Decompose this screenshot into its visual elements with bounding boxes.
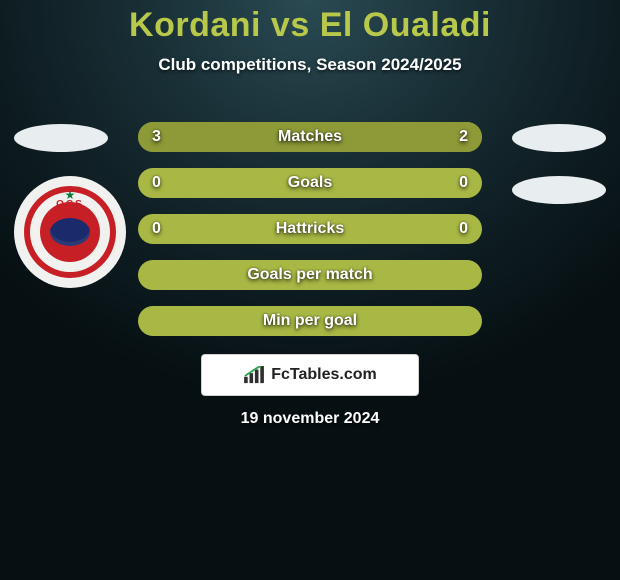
stat-bars: 3 Matches 2 0 Goals 0 0 Hattricks 0 Goals per mat… (138, 122, 482, 352)
footer-date: 19 november 2024 (0, 410, 620, 428)
stat-label: Min per goal (263, 312, 357, 330)
player-right-badge-2 (512, 176, 606, 204)
player-left-badge (14, 124, 108, 152)
stat-label: Goals (288, 174, 332, 192)
stat-bar: 3 Matches 2 (138, 122, 482, 152)
stat-bar: 0 Goals 0 (138, 168, 482, 198)
stat-value-left: 0 (152, 174, 161, 192)
stat-value-left: 0 (152, 220, 161, 238)
stat-label: Goals per match (247, 266, 372, 284)
stat-value-right: 0 (459, 220, 468, 238)
comparison-card: Kordani vs El Oualadi Club competitions,… (0, 0, 620, 580)
brand-text: FcTables.com (271, 366, 377, 384)
stat-label: Matches (278, 128, 342, 146)
stat-label: Hattricks (276, 220, 344, 238)
stat-value-right: 2 (459, 128, 468, 146)
bars-icon (243, 366, 265, 384)
stat-bar: 0 Hattricks 0 (138, 214, 482, 244)
brand-badge[interactable]: FcTables.com (201, 354, 419, 396)
ball-icon (50, 218, 90, 246)
page-title: Kordani vs El Oualadi (0, 6, 620, 45)
club-logo: ★ OCS (14, 176, 126, 288)
stat-bar: Goals per match (138, 260, 482, 290)
page-subtitle: Club competitions, Season 2024/2025 (0, 55, 620, 75)
stat-value-right: 0 (459, 174, 468, 192)
player-right-badge (512, 124, 606, 152)
stat-value-left: 3 (152, 128, 161, 146)
stat-bar: Min per goal (138, 306, 482, 336)
